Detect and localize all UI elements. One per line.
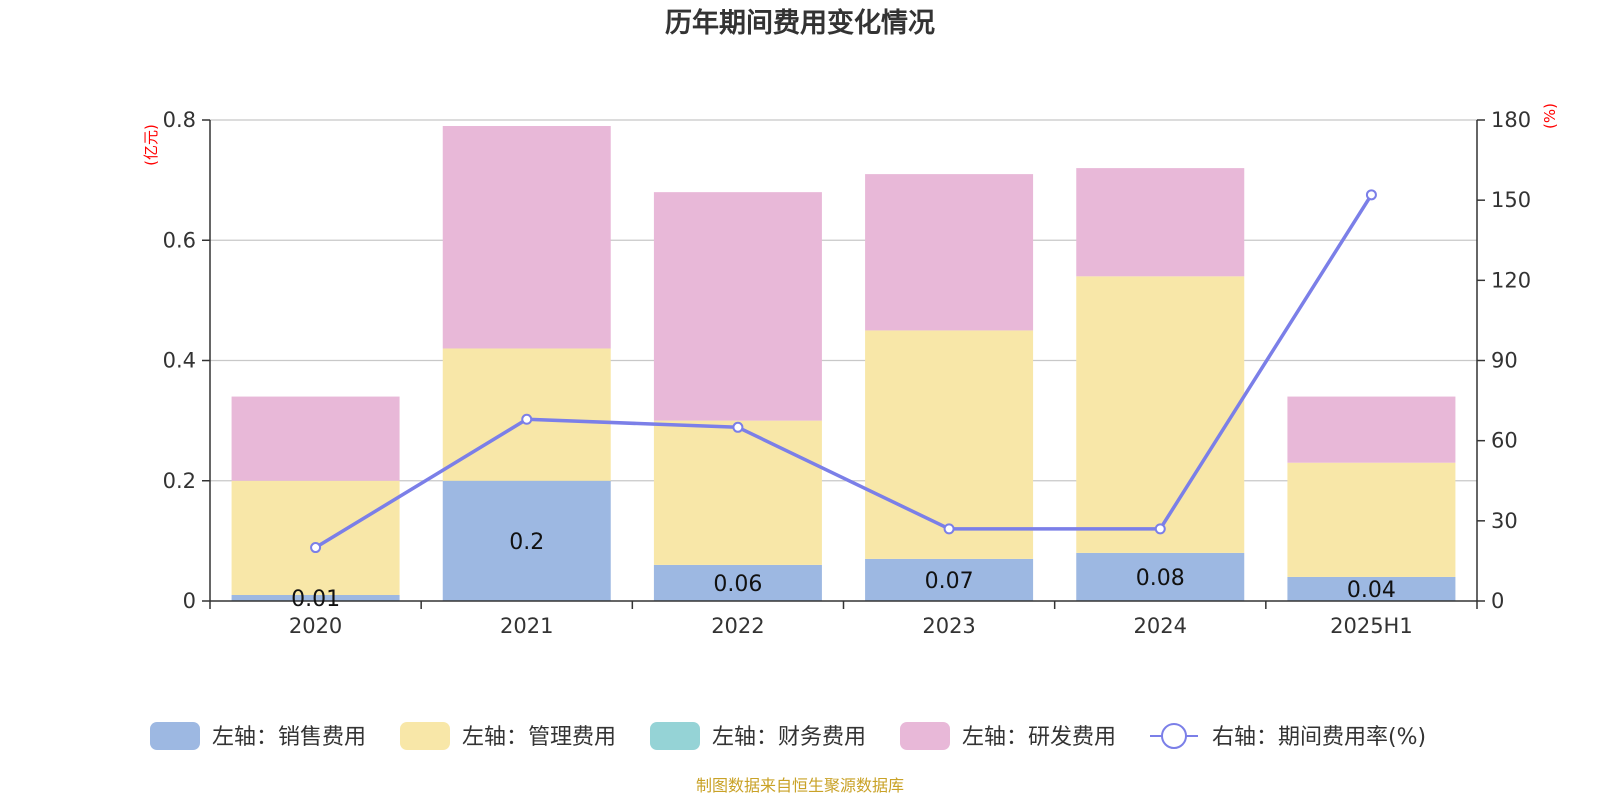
left-tick-label: 0.2 xyxy=(163,469,196,493)
legend-swatch-财务费用 xyxy=(650,722,700,750)
bar-销售费用-2024 xyxy=(1076,552,1245,601)
left-axis-unit: (亿元) xyxy=(142,124,160,166)
legend-line-marker xyxy=(1161,723,1187,749)
rate-point-2023 xyxy=(943,523,955,535)
legend-swatch-管理费用 xyxy=(400,722,450,750)
legend-label-期间费用率(%): 右轴：期间费用率(%) xyxy=(1212,725,1426,750)
right-tick-label: 120 xyxy=(1491,268,1531,292)
legend-swatch-研发费用 xyxy=(900,722,950,750)
bar-管理费用-2025H1 xyxy=(1287,462,1456,577)
right-tick-label: 150 xyxy=(1491,188,1531,212)
bar-研发费用-2024 xyxy=(1076,168,1245,277)
rate-line-series xyxy=(310,189,1377,554)
right-tick-label: 180 xyxy=(1491,108,1531,132)
data-label-2022: 0.06 xyxy=(713,572,762,597)
rate-line xyxy=(314,193,1373,550)
legend-label-销售费用: 左轴：销售费用 xyxy=(212,725,366,750)
x-tick-label: 2024 xyxy=(1134,614,1187,638)
data-labels: 0.01 0.2 0.06 0.07 0.08 0.04 xyxy=(291,530,1396,612)
bar-研发费用-2025H1 xyxy=(1287,396,1456,463)
axes: 0 0.2 0.4 0.6 0.8 0 30 60 90 120 150 180 2020 2021 202… xyxy=(163,108,1532,638)
rate-point-2024 xyxy=(1154,523,1166,535)
bar-管理费用-2020 xyxy=(231,480,400,595)
bar-研发费用-2023 xyxy=(865,174,1034,331)
bar-研发费用-2022 xyxy=(653,192,822,421)
right-tick-label: 30 xyxy=(1491,509,1518,533)
bar-销售费用-2025H1 xyxy=(1287,576,1456,601)
data-label-2020: 0.01 xyxy=(291,587,340,612)
bar-管理费用-2023 xyxy=(865,330,1034,559)
left-tick-label: 0 xyxy=(183,589,196,613)
x-tick-label: 2025H1 xyxy=(1330,614,1413,638)
bar-管理费用-2024 xyxy=(1076,276,1245,553)
rate-point-2020 xyxy=(310,542,322,554)
bar-series xyxy=(231,126,1456,601)
data-label-2023: 0.07 xyxy=(925,569,974,594)
bar-销售费用-2020 xyxy=(231,594,400,601)
data-label-2024: 0.08 xyxy=(1136,566,1185,591)
bar-销售费用-2023 xyxy=(865,558,1034,601)
x-tick-label: 2022 xyxy=(711,614,764,638)
bar-销售费用-2022 xyxy=(653,564,822,601)
legend: 左轴：销售费用 左轴：管理费用 左轴：财务费用 左轴：研发费用 右轴：期间费用率(%) xyxy=(150,722,1426,750)
legend-label-财务费用: 左轴：财务费用 xyxy=(712,725,866,750)
grid-lines xyxy=(210,119,1477,482)
bar-管理费用-2022 xyxy=(653,420,822,565)
bar-研发费用-2020 xyxy=(231,396,400,481)
left-tick-label: 0.4 xyxy=(163,349,196,373)
x-tick-label: 2023 xyxy=(922,614,975,638)
right-axis-unit: (%) xyxy=(1541,103,1559,129)
x-tick-label: 2020 xyxy=(289,614,342,638)
rate-point-2022 xyxy=(732,421,744,433)
bar-研发费用-2021 xyxy=(442,126,611,349)
rate-point-2021 xyxy=(521,413,533,425)
data-label-2021: 0.2 xyxy=(509,530,544,555)
legend-label-研发费用: 左轴：研发费用 xyxy=(962,725,1116,750)
right-tick-label: 0 xyxy=(1491,589,1504,613)
right-tick-label: 90 xyxy=(1491,349,1518,373)
chart-title: 历年期间费用变化情况 xyxy=(665,7,935,39)
source-note: 制图数据来自恒生聚源数据库 xyxy=(696,776,904,795)
left-tick-label: 0.8 xyxy=(163,108,196,132)
legend-label-管理费用: 左轴：管理费用 xyxy=(462,725,616,750)
right-tick-label: 60 xyxy=(1491,429,1518,453)
bar-销售费用-2021 xyxy=(442,480,611,601)
data-label-2025H1: 0.04 xyxy=(1347,578,1396,603)
rate-point-2025H1 xyxy=(1365,189,1377,201)
left-tick-label: 0.6 xyxy=(163,228,196,252)
x-tick-label: 2021 xyxy=(500,614,553,638)
legend-swatch-销售费用 xyxy=(150,722,200,750)
